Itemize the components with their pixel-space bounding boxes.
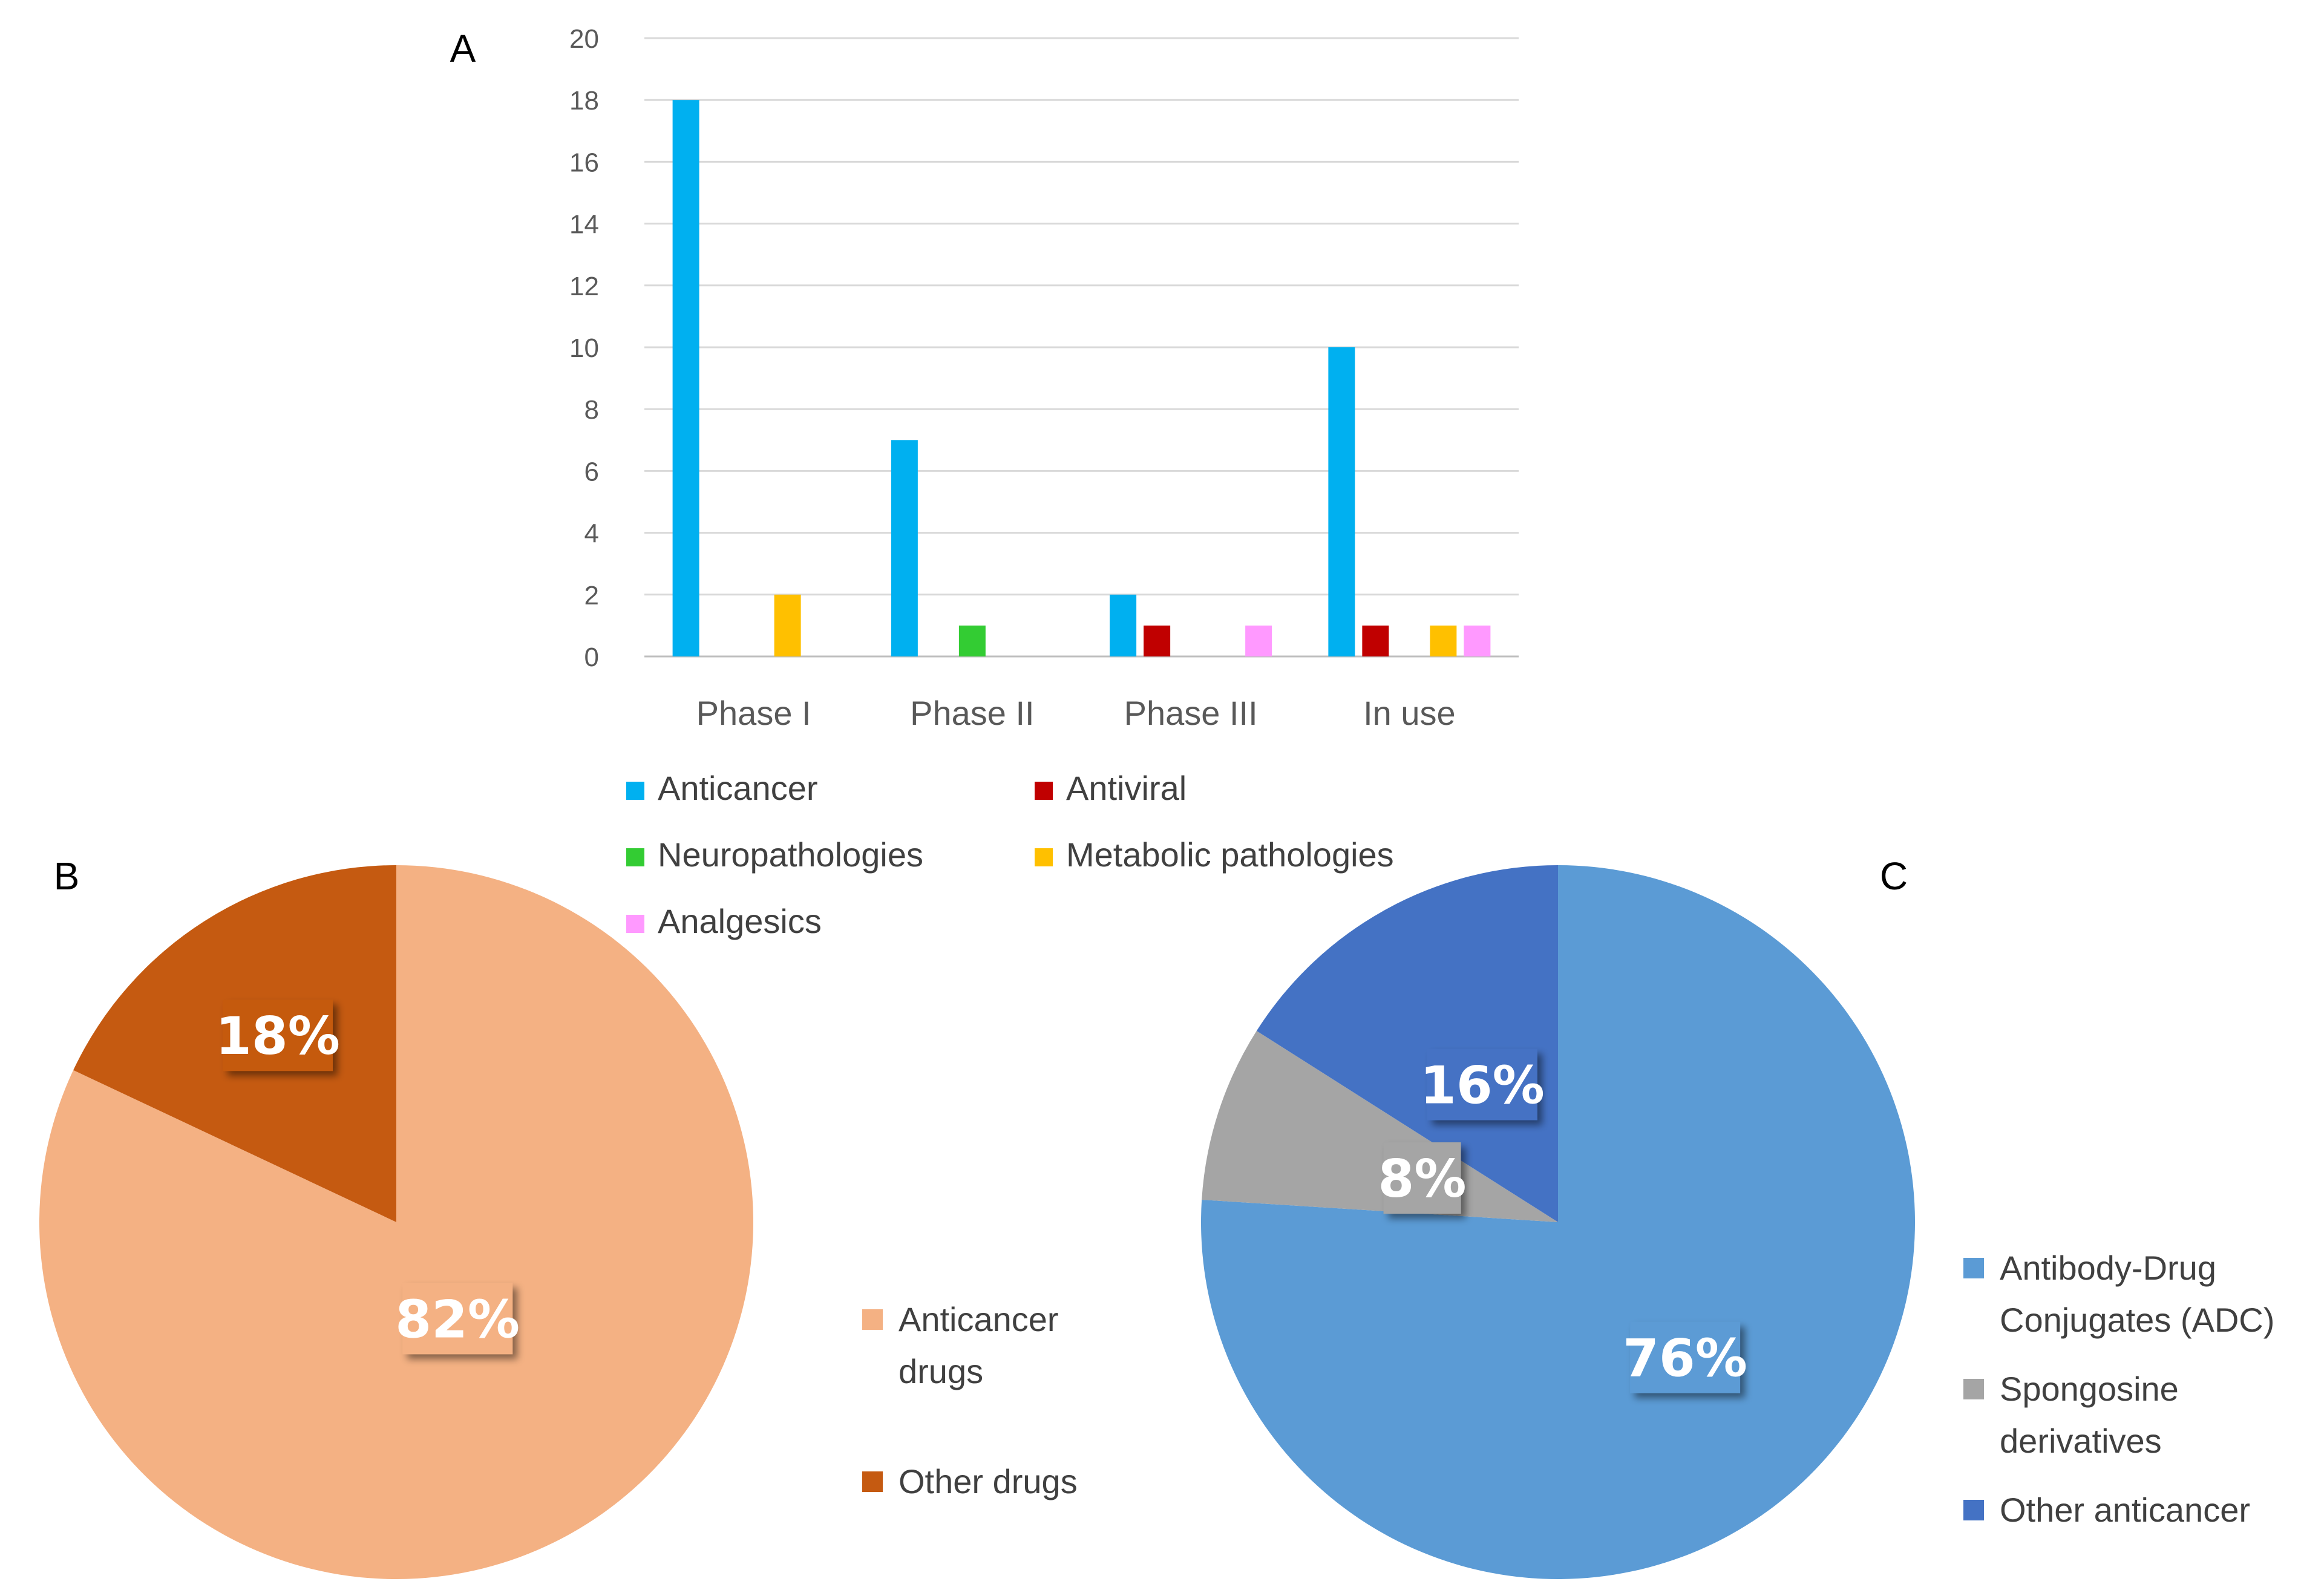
y-tick-label: 6 <box>584 457 599 486</box>
pie-label-box-anticancer-drugs <box>402 1283 513 1355</box>
legend-label-anticancer-drugs: Anticancer <box>899 1300 1059 1338</box>
legend-swatch-neuropathologies <box>626 848 644 866</box>
pie-label-anticancer-drugs: 82% <box>395 1289 520 1350</box>
bar-metabolic-pathologies-phase-i <box>774 594 801 656</box>
pie-label-other-drugs: 18% <box>215 1006 340 1067</box>
legend-panel-a: Anticancer Antiviral Neuropathologies Metab… <box>626 769 1394 940</box>
legend-label-other-anticancer: Other anticancer <box>2000 1491 2250 1529</box>
pie-labels-c: 76% 8% 16% <box>1378 1049 1747 1393</box>
bars <box>672 100 1491 656</box>
y-tick-label: 2 <box>584 581 599 610</box>
legend-swatch-antiviral <box>1035 782 1053 800</box>
y-tick-label: 0 <box>584 643 599 672</box>
y-tick-label: 18 <box>569 86 599 116</box>
x-category-label: Phase I <box>696 694 811 732</box>
pie-label-other-anticancer: 16% <box>1420 1056 1545 1116</box>
pie-slice-other-anticancer <box>1256 865 1558 1222</box>
legend-swatch-anticancer-drugs <box>862 1309 883 1330</box>
pie-labels-b: 82% 18% <box>215 999 520 1355</box>
pie-slice-antibody-drug-conjugates-adc <box>1201 865 1915 1579</box>
panel-b-title: B <box>54 854 80 898</box>
bar-neuropathologies-phase-ii <box>958 625 986 656</box>
pie-chart-panel-c: C 76% 8% 16% Antibody-Drug Conjugates (ADC)… <box>1201 854 2274 1579</box>
legend-label-metabolic-pathologies: Metabolic pathologies <box>1066 836 1394 874</box>
x-category-label: In use <box>1363 694 1456 732</box>
legend-swatch-other-anticancer <box>1963 1500 1984 1520</box>
pie-slices-c <box>1201 865 1915 1579</box>
legend-swatch-antibody-drug-conjugates-adc <box>1963 1258 1984 1278</box>
pie-label-box-antibody-drug-conjugates-adc <box>1630 1321 1741 1393</box>
pie-label-box-other-anticancer <box>1427 1049 1537 1121</box>
y-gridlines <box>644 37 1519 658</box>
legend-label-spongosine-derivatives: derivatives <box>2000 1422 2162 1460</box>
pie-slices-b <box>39 865 753 1579</box>
y-axis-ticks: 0 2 4 6 8 10 12 14 16 18 20 <box>569 24 599 672</box>
y-tick-label: 16 <box>569 148 599 177</box>
pie-label-spongosine-derivatives: 8% <box>1378 1149 1467 1209</box>
legend-panel-c: Antibody-Drug Conjugates (ADC) Spongosine d… <box>1963 1249 2274 1529</box>
x-axis-categories: Phase I Phase II Phase III In use <box>696 694 1456 732</box>
x-category-label: Phase III <box>1124 694 1258 732</box>
pie-label-box-other-drugs <box>222 999 333 1071</box>
legend-label-spongosine-derivatives: Spongosine <box>2000 1370 2179 1408</box>
y-tick-label: 4 <box>584 519 599 549</box>
legend-label-other-drugs: Other drugs <box>899 1462 1078 1500</box>
pie-chart-panel-b: B 82% 18% Anticancer drugs Other drugs <box>39 854 1078 1579</box>
bar-anticancer-phase-ii <box>891 440 918 656</box>
pie-label-antibody-drug-conjugates-adc: 76% <box>1623 1329 1747 1389</box>
panel-a-title: A <box>450 27 476 70</box>
legend-label-analgesics: Analgesics <box>658 902 822 940</box>
bar-analgesics-in-use <box>1464 625 1491 656</box>
y-tick-label: 14 <box>569 210 599 240</box>
y-tick-label: 12 <box>569 272 599 301</box>
bar-analgesics-phase-iii <box>1245 625 1272 656</box>
legend-swatch-spongosine-derivatives <box>1963 1379 1984 1399</box>
legend-label-antiviral: Antiviral <box>1066 769 1187 807</box>
pie-slice-spongosine-derivatives <box>1202 1030 1558 1222</box>
legend-label-antibody-drug-conjugates-adc: Conjugates (ADC) <box>2000 1301 2274 1339</box>
bar-anticancer-in-use <box>1328 347 1355 656</box>
pie-label-box-spongosine-derivatives <box>1383 1142 1461 1214</box>
y-tick-label: 8 <box>584 395 599 425</box>
legend-label-anticancer: Anticancer <box>658 769 818 807</box>
panel-c-title: C <box>1880 854 1908 898</box>
legend-panel-b: Anticancer drugs Other drugs <box>862 1300 1078 1500</box>
legend-label-antibody-drug-conjugates-adc: Antibody-Drug <box>2000 1249 2216 1287</box>
x-category-label: Phase II <box>910 694 1034 732</box>
legend-swatch-metabolic-pathologies <box>1035 848 1053 866</box>
legend-label-neuropathologies: Neuropathologies <box>658 836 923 874</box>
bar-antiviral-in-use <box>1362 625 1389 656</box>
legend-swatch-anticancer <box>626 782 644 800</box>
bar-anticancer-phase-iii <box>1110 594 1137 656</box>
legend-swatch-other-drugs <box>862 1471 883 1492</box>
legend-swatch-analgesics <box>626 915 644 933</box>
bar-metabolic-pathologies-in-use <box>1430 625 1457 656</box>
bar-antiviral-phase-iii <box>1144 625 1171 656</box>
y-tick-label: 10 <box>569 333 599 363</box>
legend-label-anticancer-drugs: drugs <box>899 1352 983 1390</box>
y-tick-label: 20 <box>569 24 599 54</box>
bar-anticancer-phase-i <box>672 100 699 656</box>
